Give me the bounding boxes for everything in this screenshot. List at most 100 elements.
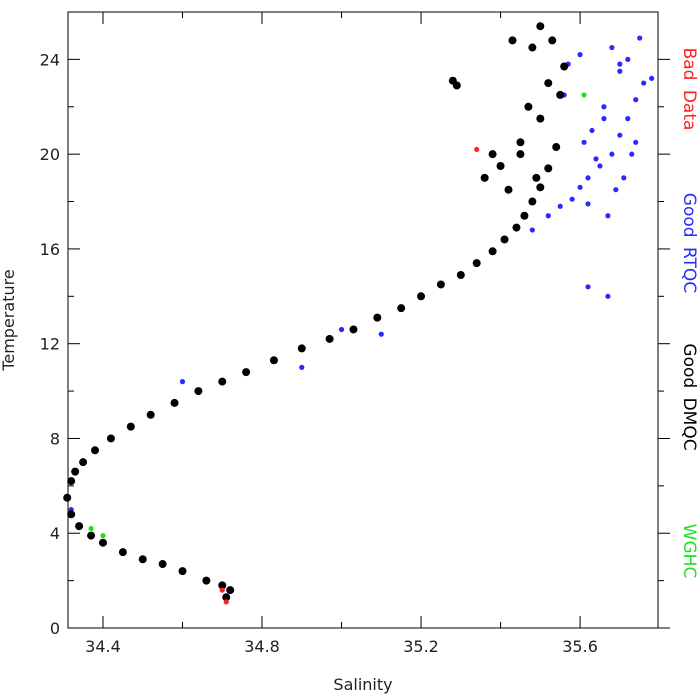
point: [613, 187, 619, 193]
point: [520, 211, 529, 220]
point: [297, 344, 306, 353]
point: [560, 62, 569, 71]
point: [63, 493, 72, 502]
point: [67, 477, 76, 486]
point: [202, 576, 211, 585]
point: [589, 127, 595, 134]
point: [621, 175, 627, 181]
x-tick-label: 35.2: [403, 637, 439, 656]
legend-label: WGHC: [679, 524, 699, 579]
point: [75, 522, 84, 531]
point: [609, 151, 615, 157]
point: [532, 173, 541, 182]
point: [581, 139, 587, 145]
point: [593, 156, 599, 162]
point: [378, 331, 384, 337]
point: [528, 43, 537, 52]
point: [557, 203, 563, 209]
point: [637, 35, 643, 41]
point: [436, 280, 445, 289]
point: [138, 555, 147, 564]
x-axis-label: Salinity: [333, 675, 392, 694]
point: [508, 36, 517, 45]
point: [79, 458, 88, 467]
point: [536, 183, 545, 192]
y-tick-label: 8: [50, 429, 60, 448]
y-tick-label: 4: [50, 524, 60, 543]
point: [179, 379, 186, 385]
y-tick-label: 12: [40, 335, 60, 354]
point: [625, 116, 631, 122]
point: [633, 139, 639, 145]
point: [545, 213, 551, 219]
point: [397, 304, 406, 313]
point: [556, 90, 565, 99]
point: [544, 164, 553, 173]
point: [226, 586, 235, 595]
point: [569, 196, 575, 202]
point: [641, 80, 647, 86]
point: [577, 52, 583, 58]
point: [118, 548, 127, 557]
point: [218, 581, 227, 590]
point: [349, 325, 358, 334]
point: [170, 398, 179, 407]
point: [452, 81, 461, 90]
y-tick-label: 20: [40, 145, 60, 164]
point: [577, 184, 583, 190]
point: [625, 56, 631, 62]
point: [536, 114, 545, 123]
point: [71, 467, 80, 476]
point: [529, 227, 535, 233]
point: [488, 150, 497, 159]
point: [218, 377, 227, 386]
point: [480, 173, 489, 182]
point: [536, 22, 545, 31]
point: [585, 284, 591, 290]
point: [222, 593, 231, 602]
point: [219, 587, 225, 593]
point: [524, 102, 533, 111]
point: [417, 292, 426, 301]
point: [629, 151, 635, 157]
legend-label: Bad Data: [679, 48, 699, 131]
point: [488, 247, 497, 256]
legend-label: Good DMQC: [679, 343, 699, 450]
point: [269, 356, 278, 365]
point: [581, 92, 587, 98]
point: [88, 525, 94, 532]
point: [299, 364, 305, 370]
point: [585, 201, 591, 207]
point: [106, 434, 115, 443]
y-tick-label: 0: [50, 619, 60, 638]
point: [601, 104, 607, 110]
x-tick-label: 35.6: [562, 637, 598, 656]
point: [601, 116, 607, 122]
x-tick-label: 34.8: [244, 637, 280, 656]
legend-label: Good RTQC: [679, 193, 699, 293]
point: [512, 223, 521, 232]
point: [178, 567, 187, 576]
point: [504, 185, 513, 194]
x-tick-label: 34.4: [85, 637, 121, 656]
point: [617, 68, 623, 74]
point: [617, 61, 623, 67]
point: [649, 75, 655, 81]
point: [223, 599, 229, 605]
point: [516, 150, 525, 159]
point: [242, 368, 251, 377]
y-tick-label: 16: [40, 240, 60, 259]
y-axis-label: Temperature: [0, 269, 18, 371]
point: [325, 334, 334, 343]
point: [373, 313, 382, 322]
point: [609, 44, 615, 51]
point: [552, 143, 561, 152]
point: [91, 446, 100, 455]
point: [516, 138, 525, 147]
point: [585, 175, 591, 181]
point: [528, 197, 537, 206]
point: [456, 270, 465, 279]
y-tick-label: 24: [40, 50, 60, 69]
point: [100, 533, 106, 539]
